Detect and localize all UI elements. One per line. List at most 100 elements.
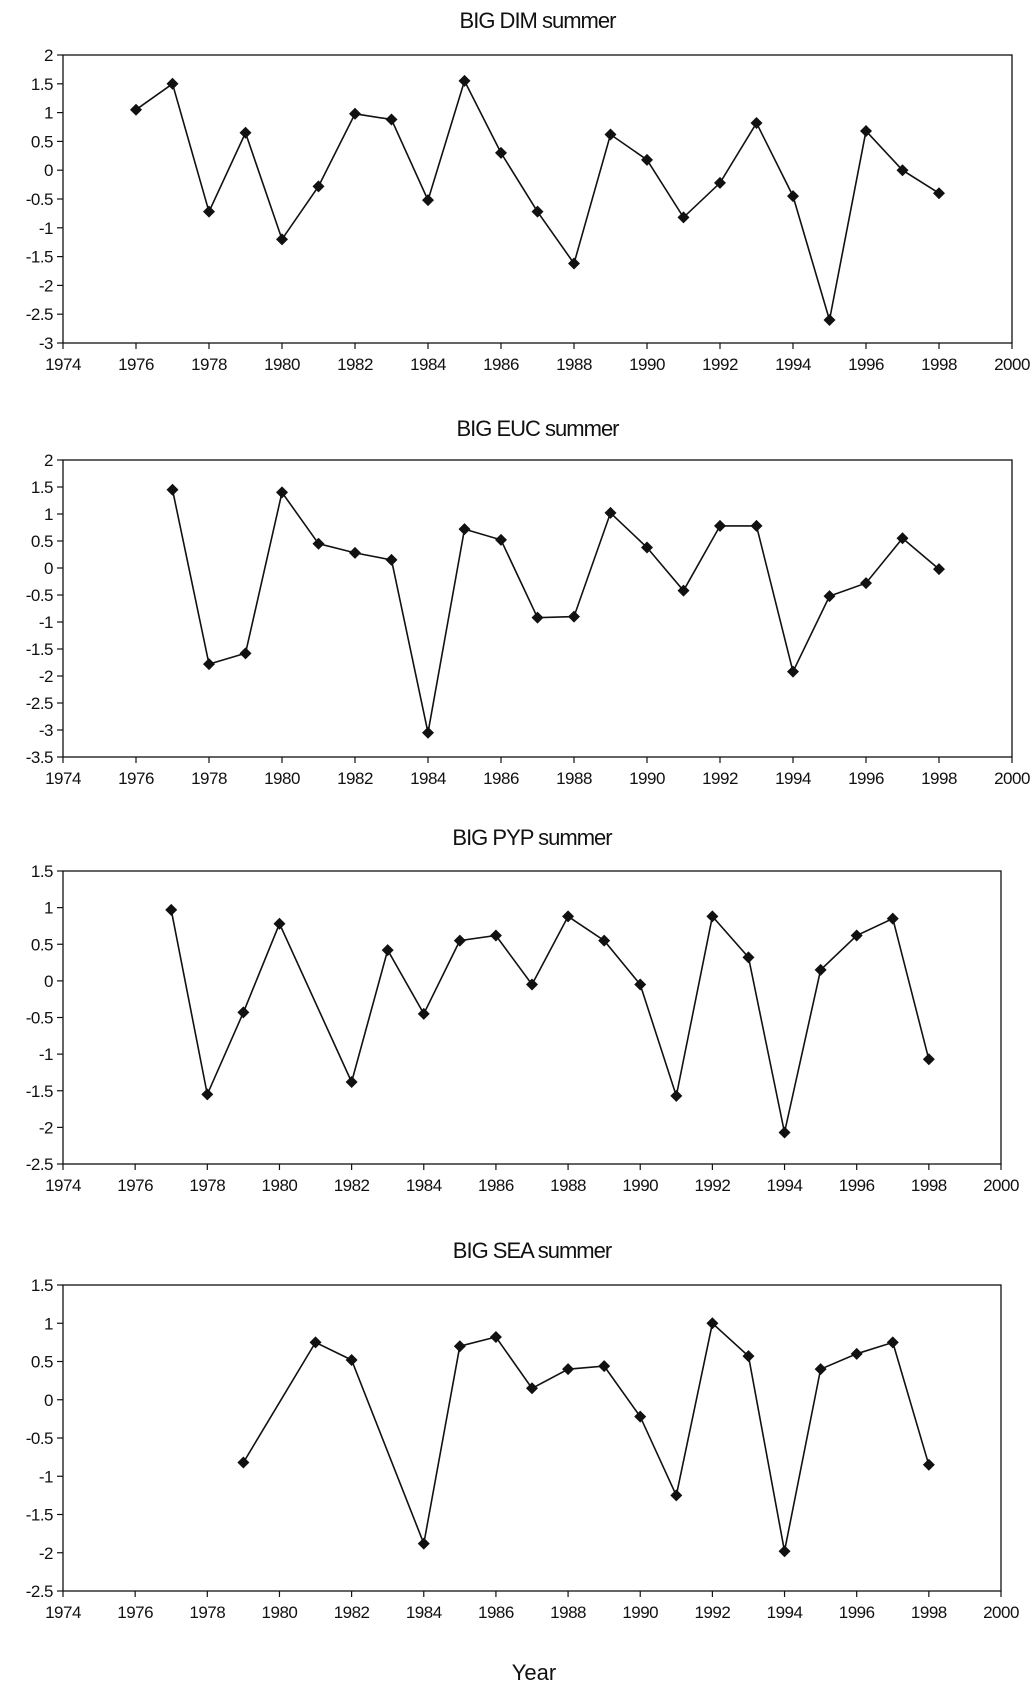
- data-point: [886, 1336, 899, 1349]
- data-point: [922, 1053, 935, 1066]
- x-tick-label: 1980: [262, 1603, 298, 1622]
- chart-panel: BIG SEA summer 1.5 1 0.5 0 -0.5 -1 -1.5 -2 -2.5 19…: [26, 1238, 1020, 1622]
- y-tick-label: -2: [39, 276, 53, 295]
- x-tick-label: 1984: [410, 355, 446, 374]
- y-tick-label: 1: [44, 1314, 53, 1333]
- data-point: [166, 77, 179, 90]
- x-axis-label: Year: [512, 1660, 556, 1685]
- data-point: [814, 963, 827, 976]
- plot-area: [62, 459, 1013, 758]
- x-tick-label: 1990: [629, 769, 665, 788]
- data-point: [495, 533, 507, 546]
- data-point: [750, 519, 763, 532]
- x-tick-label: 1994: [775, 355, 811, 374]
- data-point: [239, 647, 252, 660]
- data-point: [896, 164, 909, 177]
- data-point: [458, 523, 471, 536]
- chart-title: BIG PYP summer: [452, 825, 612, 850]
- data-point: [237, 1006, 250, 1019]
- x-tick-label: 1984: [410, 769, 446, 788]
- x-tick-label: 1988: [550, 1176, 586, 1195]
- y-tick-label: -0.5: [26, 586, 53, 605]
- data-point: [349, 107, 361, 120]
- y-tick-label: -1: [39, 1467, 53, 1486]
- data-point: [604, 128, 617, 141]
- data-point: [453, 1340, 466, 1353]
- x-tick-label: 1982: [334, 1176, 370, 1195]
- chart-panel: BIG PYP summer 1.5 1 0.5 0 -0.5 -1 -1.5 -2 -2.5 19…: [26, 825, 1020, 1195]
- data-point: [495, 146, 507, 159]
- plot-area: [62, 1284, 1002, 1592]
- x-tick-label: 1984: [406, 1176, 442, 1195]
- data-point: [778, 1545, 791, 1558]
- x-tick-label: 1978: [191, 355, 227, 374]
- data-point: [385, 113, 398, 126]
- x-tick-label: 1980: [264, 355, 300, 374]
- y-tick-label: -3: [39, 721, 53, 740]
- y-tick-label: 2: [44, 46, 53, 65]
- chart-title: BIG DIM summer: [460, 8, 617, 33]
- data-point: [598, 1360, 611, 1373]
- data-point: [309, 1336, 322, 1349]
- x-tick-label: 1982: [337, 769, 373, 788]
- x-tick-label: 1990: [629, 355, 665, 374]
- data-point: [850, 929, 863, 942]
- x-tick-label: 1976: [118, 769, 154, 788]
- data-point: [422, 726, 434, 739]
- x-tick-label: 1996: [839, 1603, 875, 1622]
- y-tick-label: 0: [44, 559, 53, 578]
- x-tick-label: 1974: [45, 355, 81, 374]
- data-point: [203, 658, 215, 671]
- data-point: [641, 153, 653, 166]
- data-point: [670, 1089, 683, 1102]
- data-point: [860, 577, 872, 590]
- data-point: [417, 1007, 430, 1020]
- y-tick-label: -0.5: [26, 190, 53, 209]
- data-point: [814, 1363, 827, 1376]
- y-tick-label: -0.5: [26, 1009, 53, 1028]
- data-point: [886, 912, 899, 925]
- x-tick-label: 1992: [702, 769, 738, 788]
- plot-area: [62, 870, 1002, 1165]
- data-point: [604, 506, 617, 519]
- x-tick-label: 1978: [189, 1176, 225, 1195]
- data-point: [677, 211, 690, 224]
- y-tick-label: 1.5: [31, 75, 53, 94]
- data-point: [312, 537, 325, 550]
- data-point: [742, 1350, 755, 1363]
- data-point: [641, 541, 653, 554]
- y-tick-label: 1: [44, 505, 53, 524]
- data-point: [345, 1075, 358, 1088]
- x-tick-label: 1998: [911, 1176, 947, 1195]
- x-tick-label: 1980: [262, 1176, 298, 1195]
- data-point: [237, 1456, 250, 1469]
- x-tick-label: 1978: [191, 769, 227, 788]
- x-tick-label: 1988: [556, 355, 592, 374]
- y-tick-label: 1.5: [31, 1276, 53, 1295]
- x-tick-label: 1992: [694, 1603, 730, 1622]
- y-tick-label: -2: [39, 1118, 53, 1137]
- x-tick-label: 1976: [117, 1176, 153, 1195]
- x-tick-label: 1982: [337, 355, 373, 374]
- x-tick-label: 1976: [117, 1603, 153, 1622]
- x-tick-label: 1982: [334, 1603, 370, 1622]
- y-tick-label: 0.5: [31, 532, 53, 551]
- x-tick-label: 1976: [118, 355, 154, 374]
- x-tick-label: 2000: [983, 1603, 1019, 1622]
- y-tick-label: -1: [39, 1045, 53, 1064]
- x-tick-label: 1986: [483, 769, 519, 788]
- data-point: [130, 103, 142, 116]
- y-tick-label: 0: [44, 1391, 53, 1410]
- x-tick-label: 1994: [767, 1603, 803, 1622]
- data-point: [598, 934, 611, 947]
- data-point: [750, 116, 763, 129]
- data-point: [823, 590, 836, 603]
- x-tick-label: 1992: [702, 355, 738, 374]
- plot-area: [62, 54, 1013, 344]
- data-point: [933, 187, 945, 200]
- data-point: [276, 233, 288, 246]
- x-tick-label: 1990: [622, 1176, 658, 1195]
- y-tick-label: -1.5: [26, 1082, 53, 1101]
- x-tick-label: 1994: [767, 1176, 803, 1195]
